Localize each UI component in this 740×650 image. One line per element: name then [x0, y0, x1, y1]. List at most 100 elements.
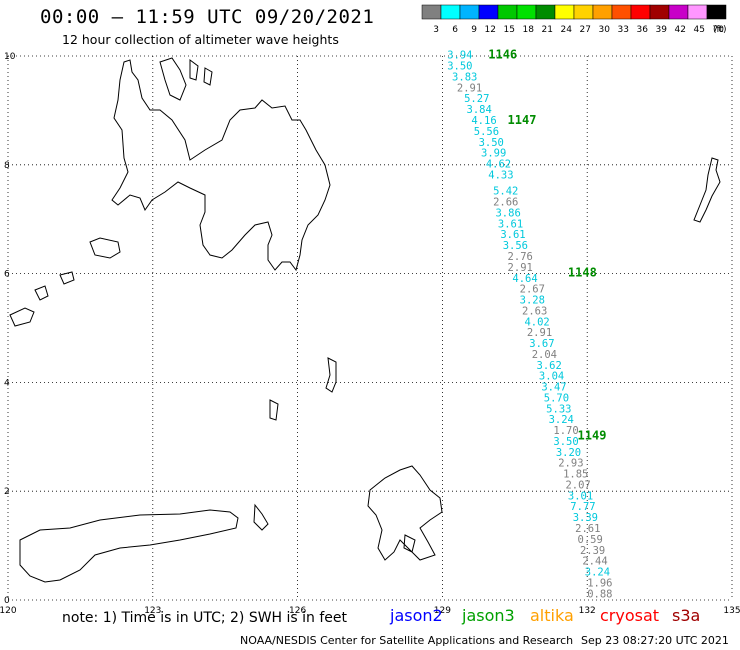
wave-height-value: 3.01 [568, 490, 593, 502]
wave-height-value: 5.70 [544, 392, 569, 404]
wave-height-value: 5.27 [464, 93, 489, 105]
coastline-sulawesi [19, 503, 269, 583]
wave-height-value: 3.94 [447, 50, 472, 62]
wave-height-value: 2.63 [522, 305, 547, 317]
units-note: note: 1) Time is in UTC; 2) SWH is in fe… [62, 610, 348, 626]
wave-height-value: 3.67 [529, 338, 554, 350]
wave-height-value: 2.04 [532, 349, 557, 361]
wave-height-value: 4.64 [512, 273, 537, 285]
wave-height-value: 3.24 [549, 414, 574, 426]
lat-lon-grid [7, 55, 733, 601]
coastline-mindanao [111, 59, 331, 272]
satellite-jason3: jason3 [462, 606, 515, 625]
wave-height-value: 2.67 [520, 284, 545, 296]
wave-height-value: 2.61 [575, 523, 600, 535]
coastline-halmahera [367, 465, 443, 561]
legend-label: 9 [471, 25, 477, 35]
legend-label: 42 [675, 25, 686, 35]
wave-height-value: 2.39 [580, 545, 605, 557]
page-subtitle: 12 hour collection of altimeter wave hei… [62, 32, 339, 47]
wave-height-value: 4.02 [524, 316, 549, 328]
color-legend: 3 6 9 12 15 18 21 24 27 30 33 36 39 42 45 70(ft) [421, 4, 727, 35]
wave-height-observations: 3.943.503.832.915.273.844.165.563.503.99… [447, 50, 612, 601]
wave-height-value: 1.96 [587, 577, 612, 589]
coastline-talaud [269, 357, 337, 421]
axis-labels: 120 123 126 129 132 135 0 2 4 6 8 10 [0, 52, 740, 616]
legend-label: 3 [433, 25, 439, 35]
wave-height-value: 3.50 [479, 137, 504, 149]
lon-tick-label: 129 [434, 606, 451, 616]
footer-timestamp: Sep 23 08:27:20 UTC 2021 [581, 634, 729, 647]
legend-label: 27 [580, 25, 591, 35]
wave-height-value: 0.59 [578, 534, 603, 546]
wave-height-value: 2.91 [457, 82, 482, 94]
wave-height-value: 2.66 [493, 197, 518, 209]
wave-height-value: 3.04 [539, 371, 564, 383]
wave-height-value: 4.33 [488, 169, 513, 181]
wave-height-value: 2.91 [508, 262, 533, 274]
legend-label: 30 [599, 25, 611, 35]
wave-height-value: 1.70 [553, 425, 578, 437]
wave-height-value: 0.88 [587, 588, 612, 600]
wave-height-value: 3.99 [481, 148, 506, 160]
satellite-cryosat: cryosat [600, 606, 660, 625]
wave-height-value: 5.33 [546, 403, 571, 415]
satellite-altika: altika [530, 606, 574, 625]
legend-label: 70 [713, 25, 725, 35]
track-time-labels: 1146 1147 1148 1149 [488, 48, 606, 443]
legend-label: 36 [637, 25, 649, 35]
track-time-label: 1146 [488, 48, 517, 62]
legend-label: 12 [485, 25, 496, 35]
wave-height-value: 2.91 [527, 327, 552, 339]
wave-height-value: 1.85 [563, 469, 588, 481]
lat-tick-label: 2 [4, 487, 10, 497]
lon-tick-label: 135 [723, 606, 740, 616]
lon-tick-label: 120 [0, 606, 17, 616]
wave-height-value: 3.86 [495, 207, 520, 219]
satellite-jason2: jason2 [390, 606, 443, 625]
lat-tick-label: 8 [4, 161, 10, 171]
page-title: 00:00 – 11:59 UTC 09/20/2021 [40, 6, 375, 28]
track-time-label: 1148 [568, 265, 597, 279]
wave-height-value: 3.39 [573, 512, 598, 524]
legend-label: 15 [504, 25, 515, 35]
footer-source: NOAA/NESDIS Center for Satellite Applica… [240, 634, 574, 647]
legend-label: 24 [561, 25, 573, 35]
track-time-label: 1147 [508, 113, 537, 127]
wave-height-value: 3.24 [585, 567, 610, 579]
wave-height-value: 3.50 [553, 436, 578, 448]
legend-unit: (ft) [713, 25, 727, 35]
wave-height-value: 3.62 [537, 360, 562, 372]
wave-height-value: 3.61 [500, 229, 525, 241]
satellite-s3a: s3a [672, 606, 701, 625]
wave-height-value: 3.20 [556, 447, 581, 459]
wave-height-value: 2.76 [508, 251, 533, 263]
wave-height-value: 4.16 [471, 115, 496, 127]
wave-height-value: 3.47 [541, 382, 566, 394]
wave-height-value: 3.84 [467, 104, 492, 116]
lon-tick-label: 123 [144, 606, 161, 616]
wave-height-value: 5.56 [474, 126, 499, 138]
lon-tick-label: 132 [579, 606, 596, 616]
lat-tick-label: 10 [4, 52, 16, 62]
track-time-label: 1149 [578, 429, 607, 443]
wave-height-value: 5.42 [493, 186, 518, 198]
wave-height-value: 3.50 [447, 61, 472, 73]
coastline-north-islands [159, 57, 213, 101]
legend-label: 33 [618, 25, 629, 35]
wave-height-value: 3.28 [520, 295, 545, 307]
wave-height-value: 7.77 [570, 501, 595, 513]
wave-height-value: 3.56 [503, 240, 528, 252]
legend-label: 18 [523, 25, 535, 35]
legend-swatch [706, 4, 727, 20]
coastline-west-islands [9, 237, 121, 327]
coastline-group [9, 57, 721, 583]
wave-height-value: 3.83 [452, 71, 477, 83]
legend-label: 21 [542, 25, 553, 35]
wave-height-value: 4.62 [486, 159, 511, 171]
lat-tick-label: 6 [4, 270, 10, 280]
lat-tick-label: 4 [4, 378, 10, 388]
legend-label: 39 [656, 25, 668, 35]
lat-tick-label: 0 [4, 596, 10, 606]
